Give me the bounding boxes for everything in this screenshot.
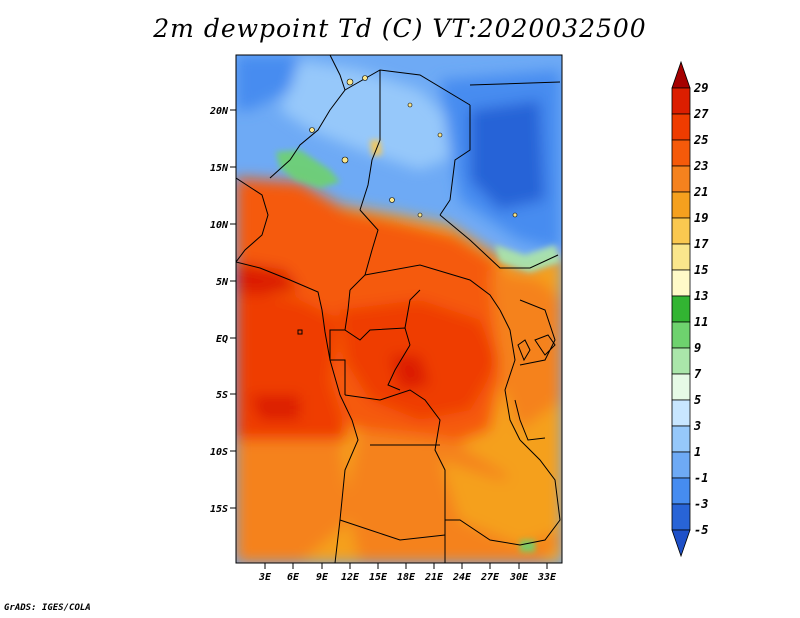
colorbar-swatch bbox=[671, 191, 691, 219]
colorbar-swatch bbox=[671, 373, 691, 401]
grads-credit: GrADS: IGES/COLA bbox=[4, 603, 91, 613]
colorbar-swatch bbox=[671, 529, 691, 558]
colorbar-swatch bbox=[671, 139, 691, 167]
colorbar-label: 9 bbox=[694, 341, 701, 355]
lat-label: 5S bbox=[216, 390, 228, 401]
lat-label: 10S bbox=[210, 447, 228, 458]
lon-label: 12E bbox=[341, 572, 360, 583]
lat-label: 15S bbox=[210, 504, 228, 515]
colorbar-label: 5 bbox=[694, 393, 701, 407]
colorbar-label: 27 bbox=[693, 107, 709, 121]
colorbar-swatch bbox=[671, 347, 691, 375]
lon-label: 21E bbox=[424, 572, 444, 583]
colorbar-label: 11 bbox=[694, 315, 708, 329]
colorbar-swatch bbox=[671, 269, 691, 297]
colorbar-swatch bbox=[671, 113, 691, 141]
lon-label: 18E bbox=[397, 572, 416, 583]
colorbar-label: 7 bbox=[694, 367, 702, 381]
colorbar-swatch bbox=[671, 243, 691, 271]
lat-label: EQ bbox=[216, 334, 228, 345]
colorbar-swatch bbox=[671, 477, 691, 505]
map-title: 2m dewpoint Td (C) VT:2020032500 bbox=[153, 14, 647, 43]
colorbar-swatch bbox=[671, 399, 691, 427]
lon-label: 24E bbox=[452, 572, 472, 583]
colorbar-swatch bbox=[671, 451, 691, 479]
colorbar-label: -3 bbox=[694, 497, 708, 511]
colorbar-swatch bbox=[671, 165, 691, 193]
colorbar-swatch bbox=[671, 321, 691, 349]
colorbar-label: 1 bbox=[694, 445, 701, 459]
lon-label: 9E bbox=[316, 572, 329, 583]
lon-label: 27E bbox=[480, 572, 500, 583]
colorbar-label: 13 bbox=[694, 289, 708, 303]
lat-label: 10N bbox=[210, 220, 229, 231]
lat-label: 20N bbox=[209, 106, 229, 117]
colorbar-label: 23 bbox=[693, 159, 708, 173]
lon-label: 6E bbox=[287, 572, 300, 583]
dewpoint-field bbox=[236, 55, 562, 563]
colorbar-label: 29 bbox=[693, 81, 708, 95]
colorbar-swatch bbox=[671, 295, 691, 323]
colorbar-label: -5 bbox=[694, 523, 708, 537]
lon-label: 3E bbox=[258, 572, 272, 583]
colorbar-swatch bbox=[671, 217, 691, 245]
lat-label: 5N bbox=[216, 277, 229, 288]
colorbar-swatch bbox=[671, 503, 691, 531]
map-frame bbox=[235, 54, 563, 564]
colorbar-label: 15 bbox=[694, 263, 708, 277]
colorbar-label: 3 bbox=[693, 419, 701, 433]
colorbar-label: 25 bbox=[693, 133, 708, 147]
colorbar-swatch bbox=[671, 425, 691, 453]
colorbar-label: 21 bbox=[693, 185, 708, 199]
colorbar-label: 17 bbox=[694, 237, 709, 251]
longitude-axis: 3E 6E 9E 12E 15E 18E 21E 24E 27E 30E 33E bbox=[258, 563, 557, 583]
latitude-axis: 20N 15N 10N 5N EQ 5S 10S 15S bbox=[209, 106, 236, 515]
colorbar-label: 19 bbox=[694, 211, 708, 225]
colorbar-label: -1 bbox=[694, 471, 708, 485]
lat-label: 15N bbox=[210, 163, 229, 174]
lon-label: 30E bbox=[509, 572, 529, 583]
colorbar-swatch bbox=[671, 87, 691, 115]
lon-label: 33E bbox=[537, 572, 557, 583]
lon-label: 15E bbox=[369, 572, 388, 583]
colorbar: 29 27 25 23 21 19 17 15 13 11 9 7 5 3 1 -1 -3 -5 bbox=[671, 60, 709, 558]
colorbar-swatch bbox=[671, 60, 691, 89]
